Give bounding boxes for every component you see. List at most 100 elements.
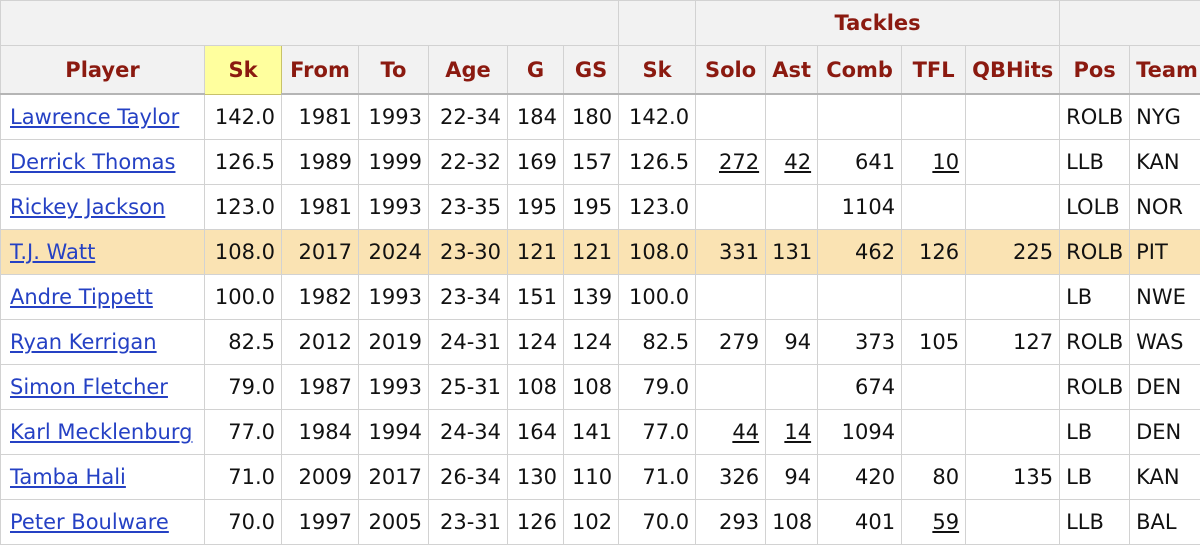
cell-value-sk: 108.0 [215,240,275,264]
cell-pos: ROLB [1060,320,1130,365]
cell-player[interactable]: Derrick Thomas [1,140,205,185]
cell-player[interactable]: Peter Boulware [1,500,205,545]
player-link[interactable]: Tamba Hali [10,465,126,489]
cell-sk: 123.0 [205,185,282,230]
cell-value-ast[interactable]: 42 [784,150,811,174]
cell-comb: 1094 [818,410,902,455]
cell-solo: 331 [696,230,766,275]
column-header-sk[interactable]: Sk [205,46,282,95]
column-header-ast[interactable]: Ast [766,46,818,95]
player-link[interactable]: Andre Tippett [10,285,153,309]
cell-value-gs: 124 [572,330,612,354]
cell-value-sk2: 108.0 [629,240,689,264]
cell-value-age: 23-31 [440,510,501,534]
column-header-qbhits[interactable]: QBHits [966,46,1060,95]
cell-team: BAL [1130,500,1200,545]
column-header-comb[interactable]: Comb [818,46,902,95]
player-link[interactable]: Karl Mecklenburg [10,420,192,444]
cell-g: 164 [508,410,564,455]
cell-value-solo[interactable]: 44 [732,420,759,444]
cell-value-to: 1994 [369,420,422,444]
column-header-solo[interactable]: Solo [696,46,766,95]
cell-value-solo[interactable]: 272 [719,150,759,174]
column-header-team[interactable]: Team [1130,46,1200,95]
column-header-to[interactable]: To [359,46,429,95]
cell-value-gs: 195 [572,195,612,219]
cell-from: 1987 [282,365,359,410]
cell-player[interactable]: Andre Tippett [1,275,205,320]
cell-value-comb: 674 [855,375,895,399]
cell-team: NYG [1130,94,1200,140]
player-link[interactable]: Ryan Kerrigan [10,330,157,354]
cell-pos: LB [1060,275,1130,320]
cell-pos: LLB [1060,500,1130,545]
cell-value-comb: 1094 [842,420,895,444]
cell-sk: 70.0 [205,500,282,545]
cell-player[interactable]: Ryan Kerrigan [1,320,205,365]
player-link[interactable]: Lawrence Taylor [10,105,179,129]
cell-sk: 100.0 [205,275,282,320]
cell-value-to: 2024 [369,240,422,264]
cell-value-ast[interactable]: 14 [784,420,811,444]
column-header-tfl[interactable]: TFL [902,46,966,95]
over-header-blank [1,1,619,46]
player-link[interactable]: T.J. Watt [10,240,95,264]
cell-g: 121 [508,230,564,275]
cell-value-tfl[interactable]: 10 [932,150,959,174]
cell-solo [696,365,766,410]
cell-value-sk: 70.0 [228,510,275,534]
cell-value-sk: 71.0 [228,465,275,489]
cell-solo: 326 [696,455,766,500]
cell-to: 1993 [359,365,429,410]
cell-tfl: 10 [902,140,966,185]
cell-tfl [902,410,966,455]
cell-team: DEN [1130,365,1200,410]
player-link[interactable]: Derrick Thomas [10,150,175,174]
cell-player[interactable]: Karl Mecklenburg [1,410,205,455]
column-header-from[interactable]: From [282,46,359,95]
cell-age: 23-30 [429,230,508,275]
column-header-gs[interactable]: GS [564,46,619,95]
cell-value-sk2: 71.0 [642,465,689,489]
cell-value-age: 23-34 [440,285,501,309]
column-header-player[interactable]: Player [1,46,205,95]
cell-value-comb: 1104 [842,195,895,219]
cell-age: 24-34 [429,410,508,455]
cell-player[interactable]: T.J. Watt [1,230,205,275]
cell-player[interactable]: Lawrence Taylor [1,94,205,140]
cell-value-gs: 102 [572,510,612,534]
cell-player[interactable]: Simon Fletcher [1,365,205,410]
player-link[interactable]: Peter Boulware [10,510,169,534]
column-header-g[interactable]: G [508,46,564,95]
cell-value-g: 108 [517,375,557,399]
cell-solo: 293 [696,500,766,545]
cell-value-sk2: 123.0 [629,195,689,219]
cell-to: 1993 [359,94,429,140]
column-header-age[interactable]: Age [429,46,508,95]
cell-sk: 71.0 [205,455,282,500]
cell-g: 126 [508,500,564,545]
column-header-pos[interactable]: Pos [1060,46,1130,95]
cell-value-pos: LOLB [1066,195,1120,219]
cell-gs: 157 [564,140,619,185]
column-header-sk2[interactable]: Sk [619,46,696,95]
cell-value-pos: LLB [1066,510,1104,534]
cell-value-tfl: 80 [932,465,959,489]
cell-age: 22-34 [429,94,508,140]
cell-sk2: 70.0 [619,500,696,545]
cell-value-tfl[interactable]: 59 [932,510,959,534]
cell-player[interactable]: Tamba Hali [1,455,205,500]
cell-player[interactable]: Rickey Jackson [1,185,205,230]
cell-qbhits [966,275,1060,320]
cell-value-comb: 373 [855,330,895,354]
cell-gs: 110 [564,455,619,500]
cell-sk: 126.5 [205,140,282,185]
cell-value-team: DEN [1136,375,1181,399]
cell-gs: 139 [564,275,619,320]
player-link[interactable]: Rickey Jackson [10,195,165,219]
cell-value-to: 2017 [369,465,422,489]
player-link[interactable]: Simon Fletcher [10,375,168,399]
cell-value-gs: 157 [572,150,612,174]
